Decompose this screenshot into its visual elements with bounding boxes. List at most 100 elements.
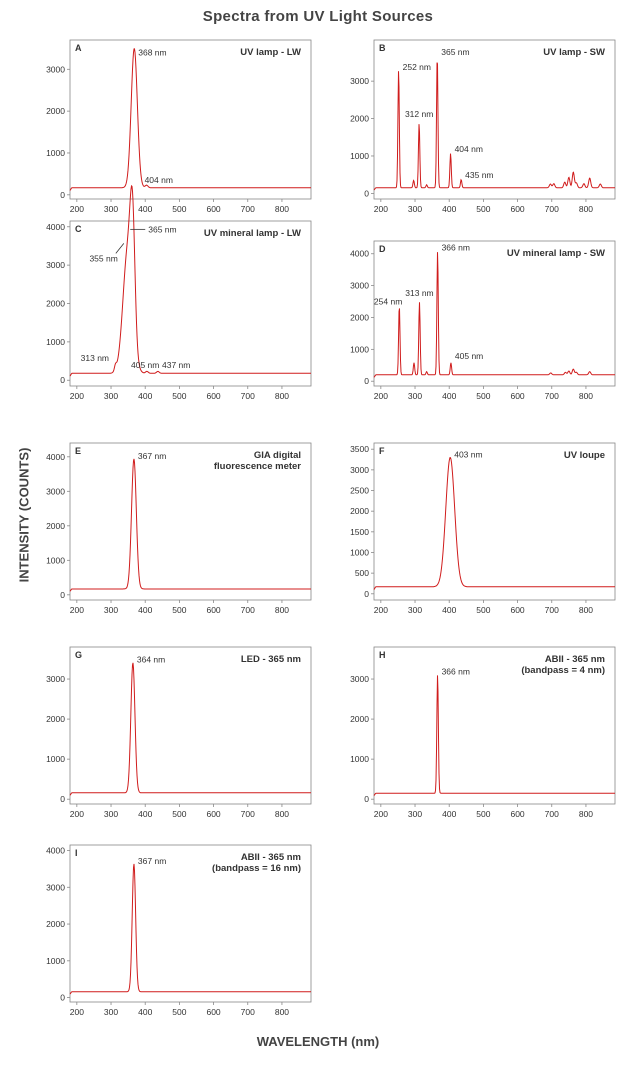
x-tick-label: 500: [172, 605, 186, 615]
spectrum-line: [373, 252, 615, 378]
spectrum-line: [69, 863, 311, 995]
spectrum-line: [373, 457, 615, 590]
x-tick-label: 600: [206, 809, 220, 819]
plot-frame: [373, 39, 616, 200]
peak-label: 252 nm: [403, 62, 431, 72]
x-tick-label: 300: [408, 204, 422, 214]
x-tick-label: 500: [172, 809, 186, 819]
panel-title: (bandpass = 4 nm): [521, 665, 605, 676]
peak-label: 367 nm: [138, 856, 166, 866]
y-tick-label: 2000: [350, 714, 369, 724]
y-tick-label: 4000: [46, 222, 65, 232]
peak-label: 254 nm: [374, 297, 402, 307]
peak-label: 355 nm: [89, 253, 117, 263]
panel-title: UV mineral lamp - SW: [507, 248, 605, 259]
x-tick-label: 200: [70, 605, 84, 615]
x-tick-label: 800: [579, 391, 593, 401]
x-tick-label: 600: [206, 204, 220, 214]
x-tick-label: 400: [442, 391, 456, 401]
x-tick-label: 500: [476, 391, 490, 401]
x-tick-label: 800: [275, 1007, 289, 1017]
x-tick-label: 400: [442, 809, 456, 819]
x-tick-label: 800: [579, 204, 593, 214]
x-tick-label: 800: [275, 204, 289, 214]
y-tick-label: 2000: [350, 114, 369, 124]
x-tick-label: 200: [70, 204, 84, 214]
chart-panel-e: 0 1000 2000 3000 4000 200 300 400 500 600 700 800 E G…: [46, 442, 312, 615]
y-tick-label: 500: [355, 568, 369, 578]
x-tick-label: 500: [172, 204, 186, 214]
x-tick-label: 500: [172, 391, 186, 401]
x-axis-label: WAVELENGTH (nm): [256, 1034, 380, 1049]
peak-label: 313 nm: [405, 288, 433, 298]
y-tick-label: 3000: [46, 64, 65, 74]
panel-title: fluorescence meter: [214, 461, 301, 472]
x-tick-label: 700: [545, 204, 559, 214]
x-tick-label: 300: [104, 391, 118, 401]
panel-title: LED - 365 nm: [241, 654, 301, 665]
y-tick-label: 3000: [350, 281, 369, 291]
x-tick-label: 600: [510, 605, 524, 615]
y-tick-label: 3000: [46, 260, 65, 270]
x-tick-label: 300: [408, 809, 422, 819]
plot-frame: [69, 844, 312, 1003]
x-tick-label: 700: [241, 391, 255, 401]
x-tick-label: 600: [510, 204, 524, 214]
y-tick-label: 1000: [350, 344, 369, 354]
x-tick-label: 700: [241, 605, 255, 615]
x-tick-label: 300: [104, 204, 118, 214]
peak-label: 404 nm: [455, 144, 483, 154]
y-tick-label: 3000: [350, 465, 369, 475]
x-tick-label: 400: [138, 204, 152, 214]
plot-frame: [69, 646, 312, 805]
y-tick-label: 0: [60, 590, 65, 600]
x-tick-label: 300: [104, 1007, 118, 1017]
y-tick-label: 2000: [46, 521, 65, 531]
x-tick-label: 500: [476, 605, 490, 615]
y-tick-label: 2500: [350, 486, 369, 496]
plot-frame: [69, 442, 312, 601]
y-tick-label: 0: [364, 376, 369, 386]
panel-title: UV mineral lamp - LW: [204, 228, 301, 239]
x-tick-label: 800: [579, 605, 593, 615]
x-tick-label: 500: [476, 809, 490, 819]
peak-label: 405 nm: [131, 360, 159, 370]
x-tick-label: 400: [138, 391, 152, 401]
panel-letter: E: [75, 446, 81, 456]
peak-label: 365 nm: [441, 47, 469, 57]
x-tick-label: 700: [241, 1007, 255, 1017]
y-tick-label: 2000: [46, 106, 65, 116]
x-tick-label: 400: [442, 605, 456, 615]
x-tick-label: 600: [206, 605, 220, 615]
panel-letter: A: [75, 43, 82, 53]
panel-title: GIA digital: [254, 450, 301, 461]
chart-panel-d: 0 1000 2000 3000 4000 200 300 400 500 600 700 800 D U…: [350, 240, 616, 401]
x-tick-label: 400: [138, 605, 152, 615]
x-tick-label: 300: [104, 809, 118, 819]
plot-frame: [373, 240, 616, 387]
x-tick-label: 600: [206, 1007, 220, 1017]
panel-letter: H: [379, 650, 386, 660]
x-tick-label: 500: [172, 1007, 186, 1017]
x-tick-label: 600: [510, 809, 524, 819]
y-tick-label: 1000: [350, 547, 369, 557]
peak-label: 435 nm: [465, 170, 493, 180]
chart-panel-b: 0 1000 2000 3000 200 300 400 500 600 700 800 B UV la…: [350, 39, 616, 214]
panel-title: (bandpass = 16 nm): [212, 863, 301, 874]
x-tick-label: 800: [275, 605, 289, 615]
panel-letter: D: [379, 244, 386, 254]
x-tick-label: 200: [374, 391, 388, 401]
peak-label: 312 nm: [405, 109, 433, 119]
panel-title: ABII - 365 nm: [545, 654, 605, 665]
panel-letter: I: [75, 848, 78, 858]
y-tick-label: 3000: [46, 486, 65, 496]
chart-panel-a: 0 1000 2000 3000 200 300 400 500 600 700 800 A UV la…: [46, 39, 312, 214]
panel-letter: F: [379, 446, 385, 456]
y-tick-label: 4000: [350, 249, 369, 259]
plot-frame: [69, 39, 312, 200]
y-tick-label: 0: [60, 375, 65, 385]
y-tick-label: 0: [364, 188, 369, 198]
x-tick-label: 300: [104, 605, 118, 615]
peak-label: 364 nm: [137, 655, 165, 665]
peak-label: 313 nm: [81, 353, 109, 363]
